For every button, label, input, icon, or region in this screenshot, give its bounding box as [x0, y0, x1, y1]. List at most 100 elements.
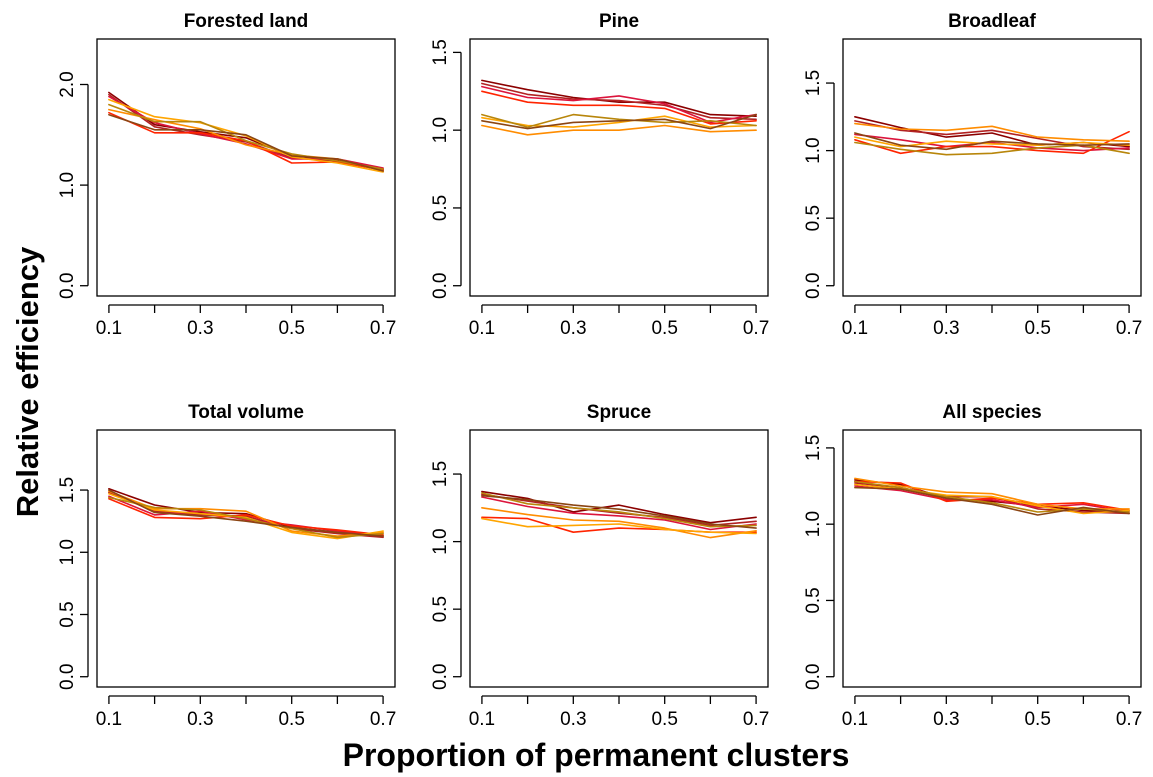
y-tick-label: 1.0 — [430, 117, 451, 143]
y-tick-label: 1.0 — [803, 137, 824, 163]
series-line — [108, 93, 384, 171]
series-line — [481, 517, 757, 535]
x-tick-label: 0.5 — [278, 709, 304, 730]
series-line — [481, 82, 757, 121]
series-line — [481, 79, 757, 117]
x-tick-label: 0.3 — [560, 318, 586, 339]
y-tick-label: 0.0 — [430, 273, 451, 299]
x-tick-label: 0.1 — [469, 318, 495, 339]
series-line — [481, 90, 757, 125]
x-tick-label: 0.7 — [1116, 709, 1142, 730]
series-line — [108, 495, 384, 537]
panel-forested-land: Forested land 0.1 0.3 0.5 0.7 0.0 1.0 2.0 — [57, 11, 396, 339]
series-line — [481, 494, 757, 529]
panel-total-volume: Total volume 0.1 0.3 0.5 0.7 0.0 0.5 1.0 1.5 — [57, 402, 396, 730]
y-tick-label: 1.5 — [803, 435, 824, 461]
y-tick-label: 0.0 — [803, 273, 824, 299]
series-line — [854, 130, 1130, 155]
x-tick-label: 0.5 — [651, 709, 677, 730]
series-line — [481, 115, 757, 128]
series-line — [481, 490, 757, 524]
panel-all-species: All species 0.1 0.3 0.5 0.7 0.0 0.5 1.0 1.5 — [803, 402, 1142, 730]
series-line — [108, 91, 384, 170]
series-line — [108, 113, 384, 172]
y-tick-label: 0.5 — [57, 601, 78, 627]
panel-broadleaf: Broadleaf 0.1 0.3 0.5 0.7 0.0 0.5 1.0 1.5 — [803, 11, 1142, 339]
x-tick-label: 0.7 — [370, 318, 396, 339]
plot-frame — [842, 38, 1142, 297]
series-line — [481, 113, 757, 130]
y-tick-label: 1.0 — [430, 528, 451, 554]
y-tick-label: 0.5 — [803, 205, 824, 231]
x-tick-label: 0.3 — [933, 318, 959, 339]
panel-title: Pine — [599, 11, 639, 32]
panel-title: All species — [942, 402, 1041, 423]
plot-frame — [469, 429, 769, 688]
series-line — [108, 489, 384, 537]
series-line — [481, 493, 757, 527]
y-tick-label: 2.0 — [57, 71, 78, 97]
plot-frame — [96, 38, 396, 297]
series-line — [481, 496, 757, 531]
x-tick-label: 0.1 — [842, 709, 868, 730]
series-line — [108, 95, 384, 169]
y-axis-title: Relative efficiency — [10, 246, 45, 517]
series-line — [854, 122, 1130, 142]
x-tick-label: 0.1 — [842, 318, 868, 339]
series-line — [854, 480, 1130, 512]
x-tick-label: 0.7 — [743, 318, 769, 339]
y-tick-label: 0.0 — [57, 664, 78, 690]
x-tick-label: 0.1 — [96, 709, 122, 730]
y-tick-label: 0.5 — [803, 587, 824, 613]
x-tick-label: 0.7 — [370, 709, 396, 730]
series-line — [854, 136, 1130, 148]
x-tick-label: 0.3 — [560, 709, 586, 730]
x-tick-label: 0.5 — [278, 318, 304, 339]
y-tick-label: 0.5 — [430, 195, 451, 221]
series-line — [854, 485, 1130, 513]
series-line — [108, 492, 384, 540]
x-tick-label: 0.5 — [651, 318, 677, 339]
series-line — [481, 85, 757, 124]
series-line — [481, 492, 757, 528]
series-line — [108, 98, 384, 173]
y-tick-label: 1.5 — [803, 70, 824, 96]
y-tick-label: 1.5 — [57, 477, 78, 503]
series-line — [108, 496, 384, 539]
series-line — [854, 120, 1130, 151]
panels: Forested land 0.1 0.3 0.5 0.7 0.0 1.0 2.0 Pine 0.… — [57, 11, 1142, 730]
series-line — [854, 132, 1130, 151]
panel-title: Spruce — [587, 402, 651, 423]
x-tick-label: 0.1 — [96, 318, 122, 339]
x-tick-label: 0.5 — [1024, 318, 1050, 339]
panel-spruce: Spruce 0.1 0.3 0.5 0.7 0.0 0.5 1.0 1.5 — [430, 402, 769, 730]
panel-title: Total volume — [188, 402, 304, 423]
x-tick-label: 0.5 — [1024, 709, 1050, 730]
series-line — [854, 486, 1130, 516]
series-line — [481, 506, 757, 539]
x-tick-label: 0.3 — [187, 318, 213, 339]
y-tick-label: 0.5 — [430, 596, 451, 622]
series-line — [854, 479, 1130, 513]
series-line — [481, 124, 757, 136]
y-tick-label: 1.0 — [803, 511, 824, 537]
x-tick-label: 0.1 — [469, 709, 495, 730]
panel-title: Forested land — [184, 11, 309, 32]
series-line — [108, 497, 384, 536]
series-line — [854, 480, 1130, 513]
series-line — [108, 103, 384, 170]
plot-frame — [96, 429, 396, 688]
x-tick-label: 0.7 — [1116, 318, 1142, 339]
y-tick-label: 1.0 — [57, 172, 78, 198]
y-tick-label: 0.0 — [430, 664, 451, 690]
series-line — [481, 113, 757, 128]
y-tick-label: 0.0 — [803, 664, 824, 690]
series-line — [108, 490, 384, 537]
y-tick-label: 0.0 — [57, 273, 78, 299]
panel-title: Broadleaf — [948, 11, 1036, 32]
x-tick-label: 0.7 — [743, 709, 769, 730]
plot-frame — [842, 429, 1142, 688]
series-line — [108, 491, 384, 539]
y-tick-label: 1.0 — [57, 539, 78, 565]
